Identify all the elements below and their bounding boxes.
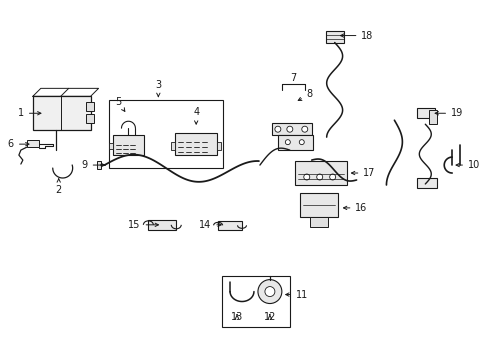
Bar — [294, 161, 346, 185]
Text: 14: 14 — [199, 220, 221, 230]
Bar — [428, 110, 436, 124]
Bar — [222, 276, 289, 328]
Text: 18: 18 — [340, 31, 373, 41]
Text: 15: 15 — [128, 220, 158, 230]
Text: 13: 13 — [230, 312, 243, 323]
Circle shape — [285, 140, 290, 145]
Bar — [33, 96, 90, 130]
Bar — [299, 193, 337, 217]
Bar — [309, 217, 327, 227]
Bar — [271, 123, 311, 135]
Bar — [416, 178, 436, 188]
Text: 1: 1 — [18, 108, 41, 118]
Bar — [96, 161, 101, 169]
Circle shape — [329, 174, 335, 180]
Text: 11: 11 — [285, 289, 307, 300]
Text: 4: 4 — [193, 107, 199, 124]
Text: 7: 7 — [289, 73, 295, 84]
Text: 5: 5 — [115, 97, 124, 111]
Bar — [108, 143, 112, 149]
Bar — [112, 135, 144, 155]
Bar — [217, 142, 221, 150]
Circle shape — [303, 174, 309, 180]
Text: 9: 9 — [81, 160, 104, 170]
Circle shape — [299, 140, 304, 145]
Text: 12: 12 — [263, 312, 276, 323]
Text: 2: 2 — [56, 179, 61, 195]
Bar — [175, 133, 217, 155]
Circle shape — [316, 174, 322, 180]
Bar — [325, 31, 343, 42]
Circle shape — [258, 280, 281, 303]
Bar — [85, 114, 93, 123]
Text: 19: 19 — [434, 108, 462, 118]
Bar — [27, 140, 39, 147]
Circle shape — [264, 287, 274, 297]
Bar — [148, 220, 176, 230]
Bar — [171, 142, 175, 150]
Circle shape — [286, 126, 292, 132]
Bar — [218, 221, 242, 230]
Text: 10: 10 — [455, 160, 479, 170]
Circle shape — [301, 126, 307, 132]
Bar — [416, 108, 434, 118]
Text: 16: 16 — [343, 203, 367, 213]
Bar — [108, 100, 223, 168]
Text: 3: 3 — [155, 80, 161, 96]
Text: 8: 8 — [298, 89, 312, 100]
Text: 6: 6 — [8, 139, 29, 149]
Text: 17: 17 — [351, 168, 375, 178]
Bar — [85, 102, 93, 111]
Circle shape — [274, 126, 280, 132]
Bar — [277, 135, 312, 150]
